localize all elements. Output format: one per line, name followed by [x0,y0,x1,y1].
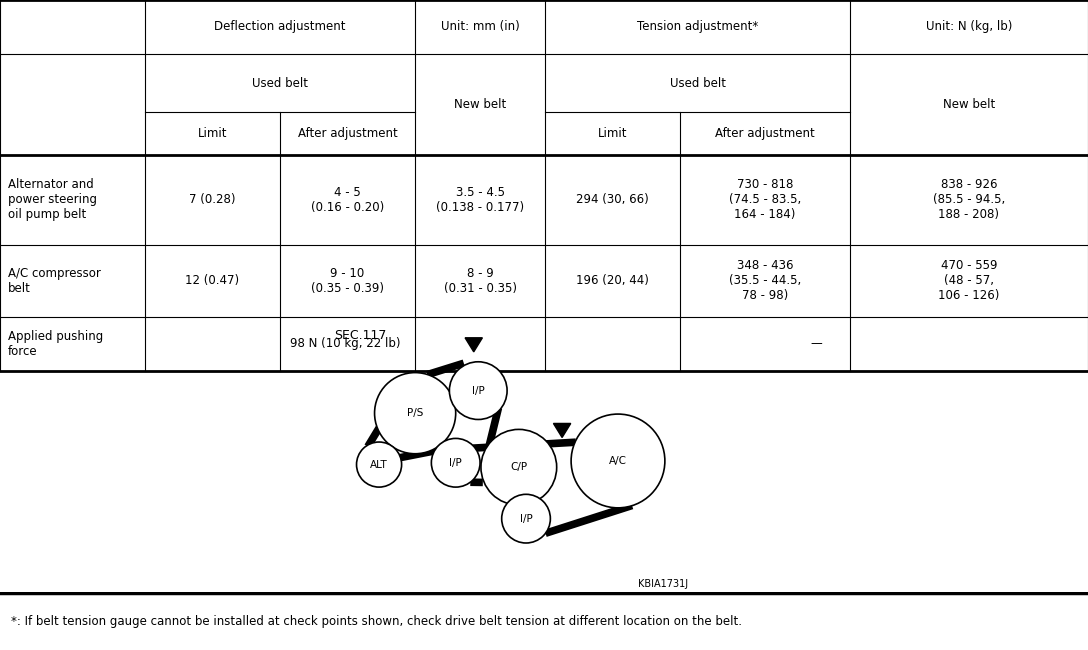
Text: 294 (30, 66): 294 (30, 66) [577,193,648,206]
Text: P/S: P/S [407,408,423,418]
Text: 730 - 818
(74.5 - 83.5,
164 - 184): 730 - 818 (74.5 - 83.5, 164 - 184) [729,178,801,222]
Circle shape [357,442,401,487]
Text: Applied pushing
force: Applied pushing force [8,330,103,358]
Text: KBIA1731J: KBIA1731J [638,580,688,590]
Text: 98 N (10 kg, 22 lb): 98 N (10 kg, 22 lb) [289,337,400,350]
Text: Tension adjustment*: Tension adjustment* [636,20,758,33]
Text: 9 - 10
(0.35 - 0.39): 9 - 10 (0.35 - 0.39) [311,266,384,294]
Text: Deflection adjustment: Deflection adjustment [214,20,346,33]
Text: A/C: A/C [609,456,627,466]
Text: Used belt: Used belt [252,77,308,90]
Text: Limit: Limit [597,127,628,140]
Text: New belt: New belt [454,98,506,111]
Text: —: — [811,337,823,350]
Text: I/P: I/P [449,458,462,468]
Text: 7 (0.28): 7 (0.28) [189,193,236,206]
Text: C/P: C/P [510,462,528,473]
Polygon shape [465,338,482,352]
Text: SEC.117: SEC.117 [334,330,386,343]
Text: 470 - 559
(48 - 57,
106 - 126): 470 - 559 (48 - 57, 106 - 126) [938,259,1000,302]
Text: 3.5 - 4.5
(0.138 - 0.177): 3.5 - 4.5 (0.138 - 0.177) [436,186,524,214]
Circle shape [374,372,456,454]
Text: After adjustment: After adjustment [298,127,397,140]
Text: New belt: New belt [943,98,996,111]
Text: A/C compressor
belt: A/C compressor belt [8,266,101,294]
Text: 4 - 5
(0.16 - 0.20): 4 - 5 (0.16 - 0.20) [311,186,384,214]
Text: 12 (0.47): 12 (0.47) [185,274,239,287]
Text: 348 - 436
(35.5 - 44.5,
78 - 98): 348 - 436 (35.5 - 44.5, 78 - 98) [729,259,801,302]
Text: 8 - 9
(0.31 - 0.35): 8 - 9 (0.31 - 0.35) [444,266,517,294]
Circle shape [502,494,551,543]
Circle shape [571,414,665,508]
Text: 838 - 926
(85.5 - 94.5,
188 - 208): 838 - 926 (85.5 - 94.5, 188 - 208) [932,178,1005,222]
Circle shape [431,438,480,487]
Text: I/P: I/P [472,385,484,396]
Text: After adjustment: After adjustment [715,127,815,140]
Text: ALT: ALT [370,460,388,469]
Text: I/P: I/P [520,514,532,524]
Text: Unit: N (kg, lb): Unit: N (kg, lb) [926,20,1012,33]
Text: Unit: mm (in): Unit: mm (in) [441,20,519,33]
Text: 196 (20, 44): 196 (20, 44) [576,274,648,287]
Text: Used belt: Used belt [669,77,726,90]
Polygon shape [554,423,571,437]
Circle shape [449,362,507,419]
Circle shape [481,430,557,505]
Text: Alternator and
power steering
oil pump belt: Alternator and power steering oil pump b… [8,178,97,222]
Text: *: If belt tension gauge cannot be installed at check points shown, check drive : *: If belt tension gauge cannot be insta… [11,616,742,629]
Text: Limit: Limit [198,127,227,140]
